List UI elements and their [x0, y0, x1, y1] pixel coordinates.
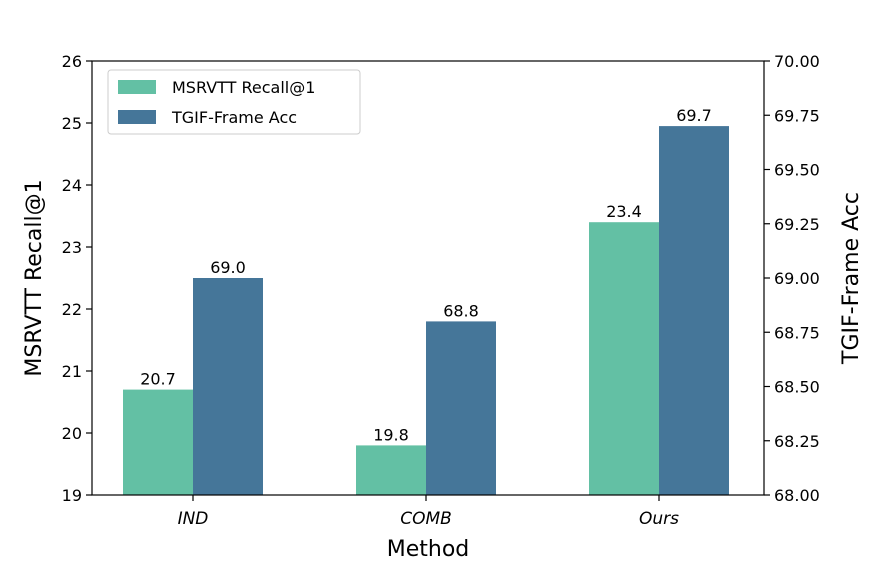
right-y-axis-title: TGIF-Frame Acc: [839, 192, 864, 365]
legend-swatch-tgif: [118, 110, 156, 124]
left-tick-label: 25: [62, 114, 82, 133]
right-tick-label: 69.00: [774, 269, 820, 288]
left-tick-label: 21: [62, 362, 82, 381]
data-label-msrvtt-ours: 23.4: [606, 202, 642, 221]
legend-swatch-msrvtt: [118, 80, 156, 94]
left-axis-ticks: 19 20 21 22 23 24 25 26: [62, 52, 92, 505]
x-tick-label-ind: IND: [178, 509, 209, 529]
data-label-tgif-ours: 69.7: [676, 106, 712, 125]
left-tick-label: 24: [62, 176, 82, 195]
bar-msrvtt-comb: [356, 445, 426, 495]
data-label-tgif-ind: 69.0: [210, 258, 246, 277]
bar-msrvtt-ours: [589, 222, 659, 495]
x-tick-label-ours: Ours: [639, 509, 679, 529]
left-tick-label: 19: [62, 486, 82, 505]
left-tick-label: 26: [62, 52, 82, 71]
bar-tgif-comb: [426, 321, 496, 495]
data-label-msrvtt-ind: 20.7: [140, 370, 176, 389]
right-tick-label: 69.50: [774, 161, 820, 180]
right-tick-label: 69.75: [774, 106, 820, 125]
bars-layer: [123, 126, 729, 495]
x-axis-title: Method: [387, 537, 470, 562]
right-tick-label: 68.50: [774, 378, 820, 397]
legend-box: [107, 69, 361, 135]
right-tick-label: 68.75: [774, 323, 820, 342]
left-tick-label: 20: [62, 424, 82, 443]
left-tick-label: 22: [62, 300, 82, 319]
x-tick-label-comb: COMB: [400, 509, 452, 529]
legend: MSRVTT Recall@1 TGIF-Frame Acc: [107, 69, 361, 135]
data-label-tgif-comb: 68.8: [443, 301, 479, 320]
right-tick-label: 70.00: [774, 52, 820, 71]
bar-tgif-ours: [659, 126, 729, 495]
right-tick-label: 68.25: [774, 432, 820, 451]
left-y-axis-title: MSRVTT Recall@1: [22, 179, 47, 376]
right-axis-ticks: 68.00 68.25 68.50 68.75 69.00 69.25 69.50 69.75…: [764, 52, 820, 505]
legend-label-tgif: TGIF-Frame Acc: [171, 108, 297, 127]
legend-label-msrvtt: MSRVTT Recall@1: [172, 78, 315, 97]
bar-tgif-ind: [193, 278, 263, 495]
right-tick-label: 69.25: [774, 215, 820, 234]
data-labels-layer: 20.7 69.0 19.8 68.8 23.4 69.7: [140, 106, 712, 444]
x-axis-ticks: IND COMB Ours: [178, 495, 679, 529]
left-tick-label: 23: [62, 238, 82, 257]
bar-msrvtt-ind: [123, 389, 193, 495]
data-label-msrvtt-comb: 19.8: [373, 425, 409, 444]
right-tick-label: 68.00: [774, 486, 820, 505]
